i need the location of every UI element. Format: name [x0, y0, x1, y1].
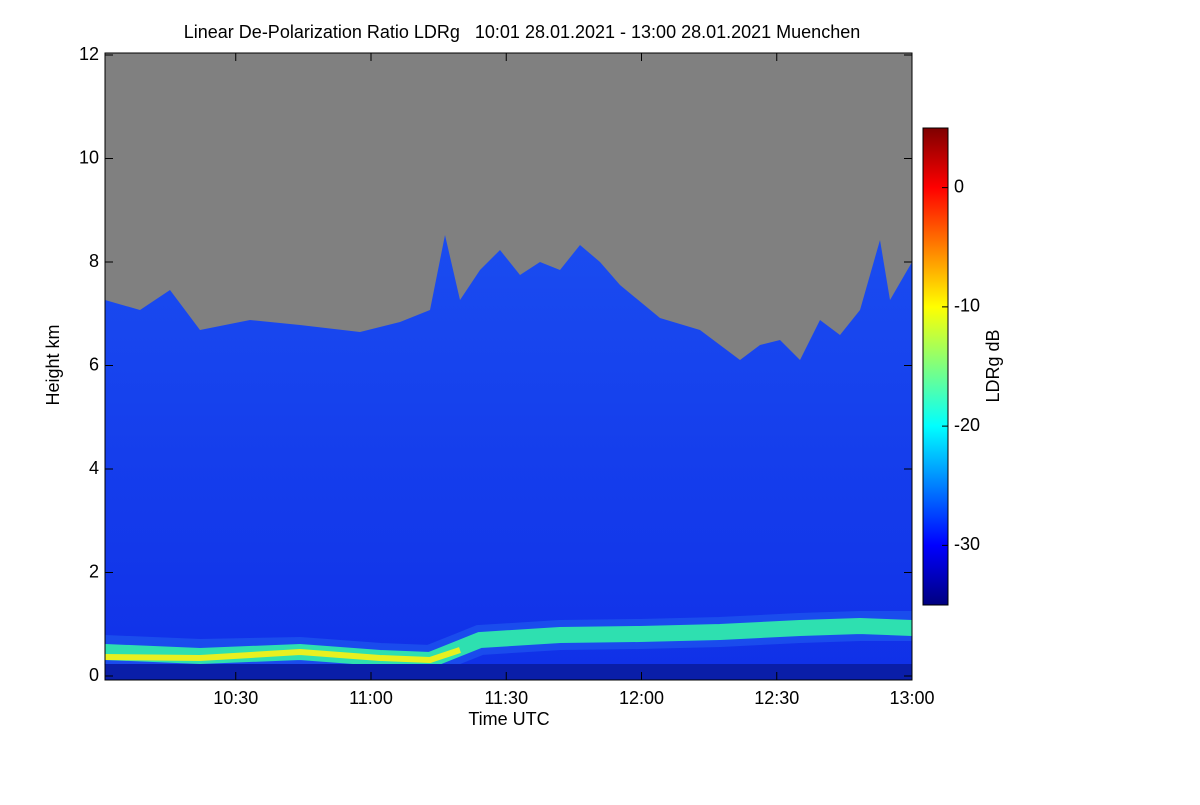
y-tick-label: 0: [89, 665, 99, 685]
x-tick-label: 12:00: [619, 688, 664, 708]
y-tick-label: 12: [79, 44, 99, 64]
x-tick-label: 11:00: [349, 688, 393, 708]
aerosol-core: [104, 647, 461, 664]
heatmap-image: [104, 53, 913, 680]
colorbar: [923, 128, 948, 605]
chart-title: Linear De-Polarization Ratio LDRg 10:01 …: [184, 22, 860, 42]
colorbar-label: LDRg dB: [983, 329, 1003, 402]
colorbar-frame: [922, 127, 949, 606]
signal-area: [105, 235, 912, 680]
y-tick-label: 2: [89, 561, 99, 581]
x-tick-label: 12:30: [754, 688, 799, 708]
colorbar-tick-label: -30: [954, 534, 980, 554]
y-tick-label: 6: [89, 354, 99, 374]
surface-layer: [105, 664, 912, 680]
y-axis-label: Height km: [43, 324, 63, 405]
plot-frame: [104, 52, 913, 681]
x-tick-label: 10:30: [213, 688, 258, 708]
y-tick-label: 10: [79, 147, 99, 167]
x-tick-label: 13:00: [889, 688, 934, 708]
x-tick-label: 11:30: [484, 688, 528, 708]
x-axis-label: Time UTC: [468, 709, 549, 729]
y-tick-label: 8: [89, 251, 99, 271]
colorbar-tick-label: 0: [954, 176, 964, 196]
y-tick-label: 4: [89, 458, 99, 478]
colorbar-tick-label: -20: [954, 415, 980, 435]
colorbar-tick-label: -10: [954, 296, 980, 316]
